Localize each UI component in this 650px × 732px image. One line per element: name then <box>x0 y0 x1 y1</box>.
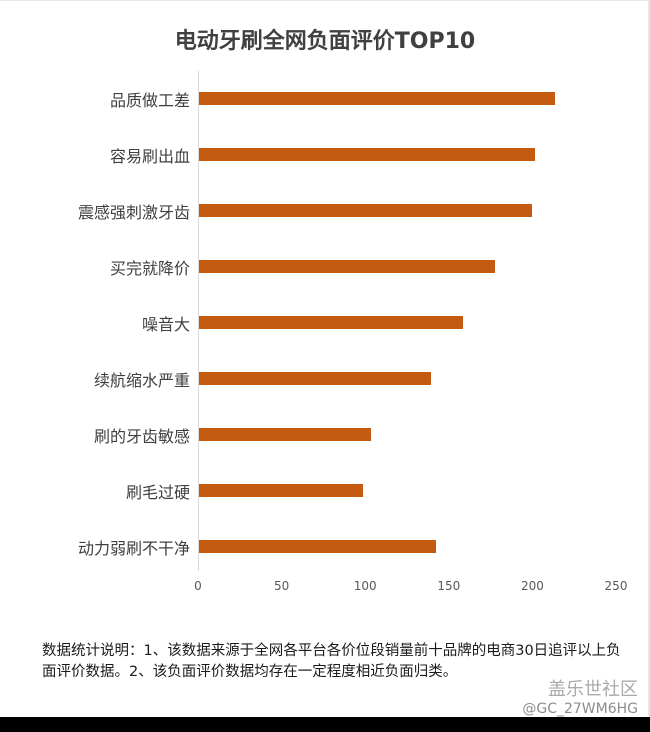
category-label: 刷的牙齿敏感 <box>93 427 190 446</box>
bar <box>199 92 556 105</box>
category-label: 震感强刺激牙齿 <box>77 203 190 222</box>
y-axis-line <box>198 71 199 571</box>
bar <box>199 260 495 273</box>
chart-card: 电动牙刷全网负面评价TOP10 品质做工差容易刷出血震感强刺激牙齿买完就降价噪音… <box>0 0 650 717</box>
category-label: 动力弱刷不干净 <box>77 539 190 558</box>
category-label: 容易刷出血 <box>109 147 190 166</box>
bar <box>199 372 432 385</box>
x-tick-label: 100 <box>353 579 377 593</box>
x-tick-label: 50 <box>273 579 290 593</box>
category-label: 噪音大 <box>141 315 190 334</box>
x-tick-label: 150 <box>437 579 461 593</box>
bar <box>199 148 536 161</box>
category-label: 品质做工差 <box>109 91 190 110</box>
bar <box>199 484 363 497</box>
bar <box>199 316 464 329</box>
chart-title: 电动牙刷全网负面评价TOP10 <box>174 29 476 54</box>
bar <box>199 428 372 441</box>
bar <box>199 204 532 217</box>
category-label: 买完就降价 <box>109 259 190 278</box>
category-label: 刷毛过硬 <box>125 483 190 502</box>
category-label: 续航缩水严重 <box>93 371 190 390</box>
x-tick-label: 200 <box>520 579 544 593</box>
x-tick-label: 0 <box>194 579 202 593</box>
watermark-user: @GC_27WM6HG <box>522 701 638 717</box>
watermark-site: 盖乐世社区 <box>548 679 638 700</box>
x-tick-label: 250 <box>604 579 628 593</box>
bar <box>199 540 437 553</box>
data-note: 数据统计说明：1、该数据来源于全网各平台各价位段销量前十品牌的电商30日追评以上… <box>42 643 621 680</box>
